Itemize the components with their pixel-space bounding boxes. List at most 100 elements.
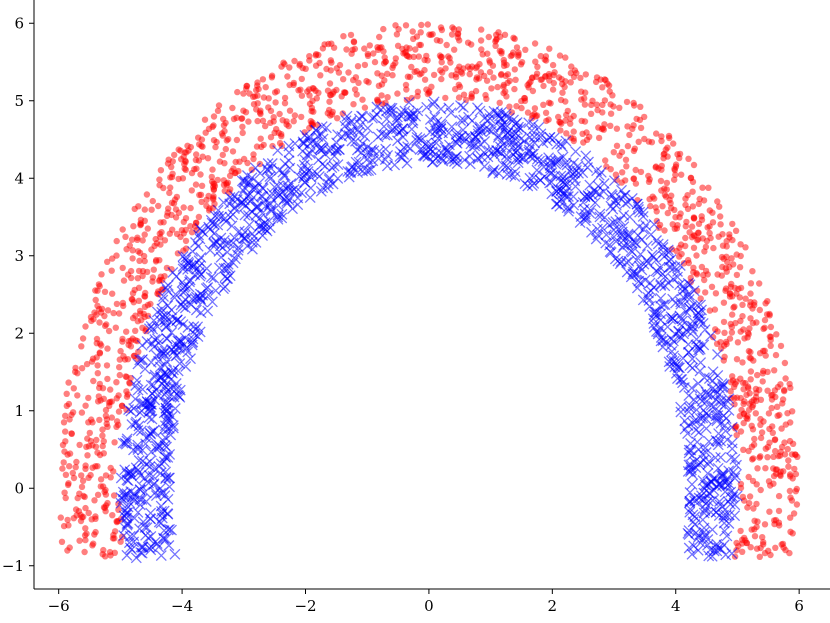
blue-point <box>683 302 695 314</box>
red-point <box>127 337 135 344</box>
blue-point <box>411 135 423 146</box>
red-point <box>94 362 101 369</box>
red-point <box>719 231 726 238</box>
red-point <box>769 391 776 399</box>
blue-point <box>215 251 227 263</box>
red-point <box>371 58 379 66</box>
blue-point <box>464 158 476 170</box>
blue-point <box>626 246 638 258</box>
blue-point <box>422 146 434 158</box>
blue-point <box>684 487 696 498</box>
red-point <box>690 264 697 271</box>
blue-point <box>694 365 706 377</box>
red-point <box>141 206 148 213</box>
red-point <box>152 235 159 243</box>
red-point <box>726 231 733 238</box>
red-point <box>102 508 109 515</box>
blue-point <box>560 135 572 147</box>
red-point <box>664 153 671 160</box>
red-point <box>719 263 726 271</box>
blue-point <box>700 447 712 458</box>
red-point <box>759 378 766 385</box>
blue-point <box>450 151 462 163</box>
red-point <box>512 76 519 84</box>
red-point <box>546 45 553 52</box>
blue-point <box>561 202 573 214</box>
red-point <box>109 512 116 519</box>
red-point <box>578 117 585 125</box>
red-point <box>268 72 276 79</box>
red-point <box>223 137 230 144</box>
red-point <box>537 76 544 84</box>
red-point <box>645 138 652 145</box>
red-point <box>787 528 794 535</box>
blue-point <box>357 165 369 177</box>
blue-point <box>122 518 134 529</box>
blue-point <box>144 401 156 413</box>
red-point <box>107 386 114 393</box>
red-point <box>345 69 352 76</box>
blue-point <box>180 361 192 372</box>
red-point <box>319 45 327 52</box>
blue-point <box>725 452 737 464</box>
red-point <box>313 51 320 58</box>
blue-point <box>159 431 171 443</box>
blue-point <box>324 172 336 184</box>
red-point <box>716 203 723 210</box>
blue-point <box>255 190 267 202</box>
red-point <box>86 429 94 437</box>
red-point <box>180 204 187 211</box>
blue-point <box>129 512 140 524</box>
blue-point <box>250 209 262 221</box>
red-point <box>564 107 571 115</box>
red-point <box>78 365 86 372</box>
red-point <box>195 213 203 221</box>
blue-point <box>719 419 731 431</box>
red-point <box>662 193 670 200</box>
blue-point <box>380 143 392 155</box>
blue-point <box>175 336 187 348</box>
red-point <box>234 88 241 96</box>
red-point <box>443 41 450 49</box>
blue-point <box>161 333 173 345</box>
blue-point <box>177 263 189 275</box>
blue-point <box>412 105 424 117</box>
red-point <box>393 31 401 38</box>
red-point <box>760 541 767 548</box>
blue-point <box>594 208 606 220</box>
blue-point <box>361 165 372 177</box>
y-tick-label: 5 <box>14 92 24 110</box>
red-point <box>205 125 213 132</box>
red-point <box>500 56 507 64</box>
blue-point <box>144 396 156 408</box>
blue-point <box>157 486 169 498</box>
red-point <box>599 109 606 116</box>
red-point <box>751 435 758 443</box>
red-point <box>76 537 83 544</box>
blue-point <box>185 353 196 365</box>
red-point <box>637 124 645 132</box>
red-point <box>197 191 205 198</box>
blue-point <box>697 412 709 424</box>
red-point <box>182 215 190 222</box>
blue-point <box>685 466 696 478</box>
red-point <box>259 117 267 125</box>
blue-point <box>298 170 310 182</box>
red-point <box>99 432 106 439</box>
red-point <box>741 335 748 342</box>
blue-point <box>690 424 702 436</box>
red-point <box>730 383 738 391</box>
red-point <box>734 339 742 346</box>
blue-point <box>683 347 694 358</box>
blue-point <box>146 413 158 425</box>
blue-point <box>136 339 148 351</box>
blue-point <box>407 114 419 126</box>
blue-point <box>283 194 295 206</box>
blue-point <box>663 247 675 259</box>
red-point <box>705 184 712 191</box>
blue-point <box>696 395 708 407</box>
blue-point <box>218 196 229 208</box>
blue-point <box>395 110 407 122</box>
red-point <box>754 465 761 472</box>
blue-point <box>554 200 566 212</box>
